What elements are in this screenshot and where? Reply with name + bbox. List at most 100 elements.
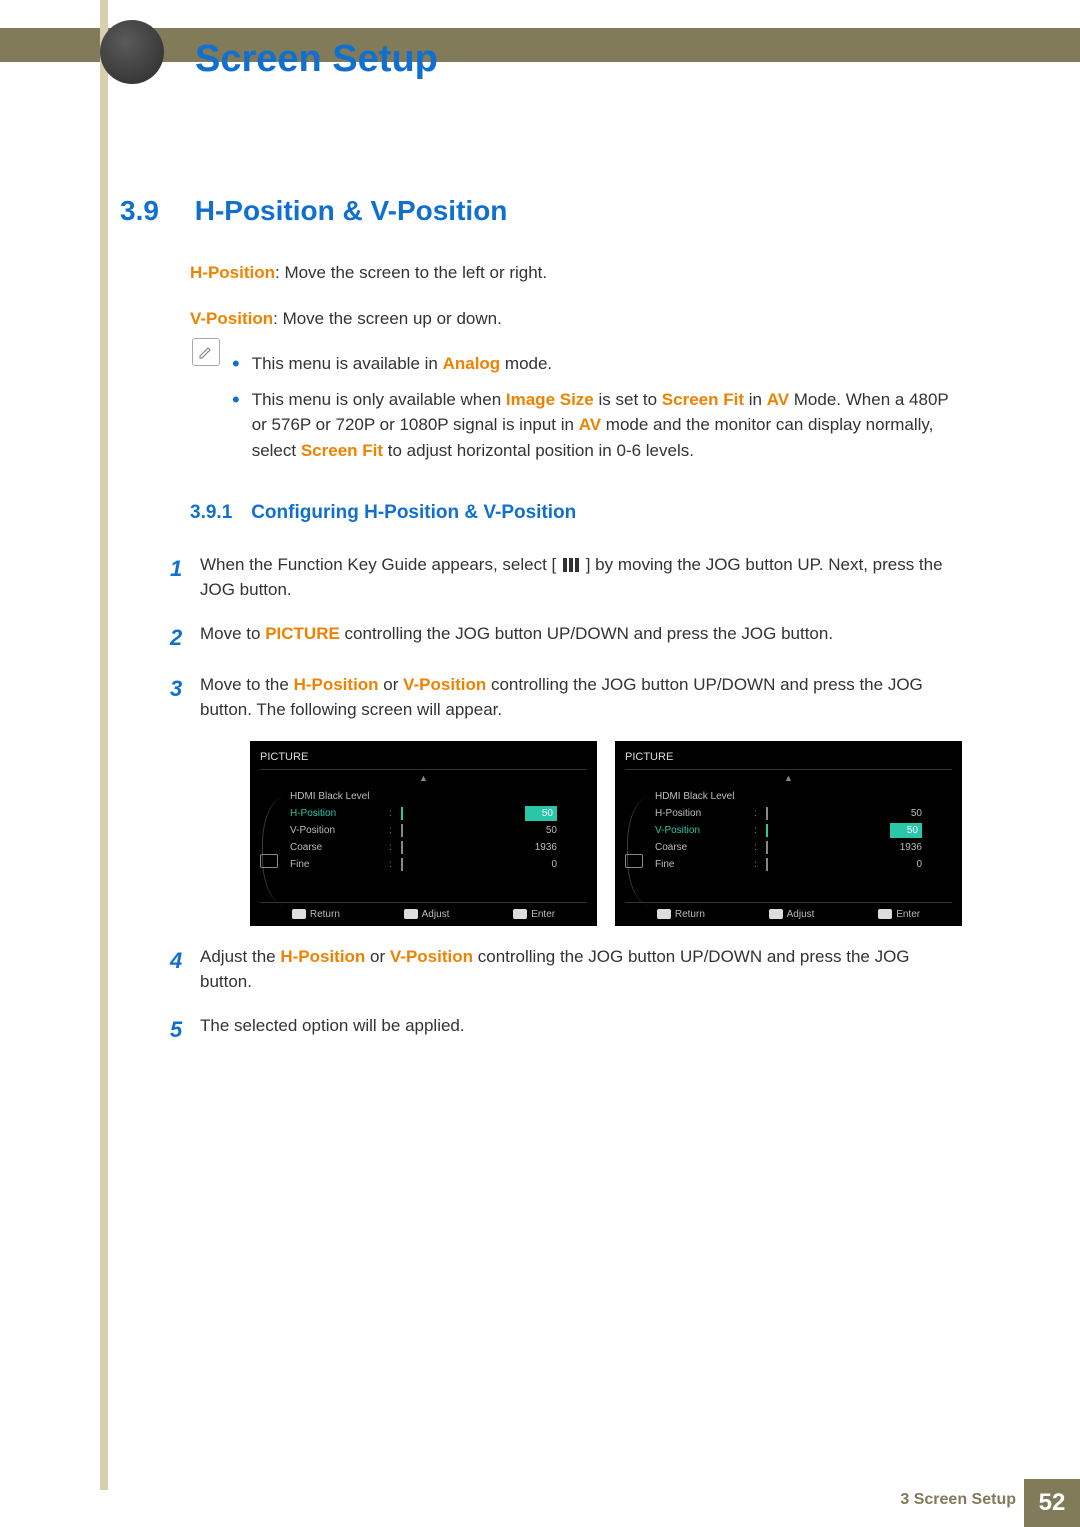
osd-row-hdmi: HDMI Black Level	[655, 788, 952, 805]
step-5-text: The selected option will be applied.	[200, 1013, 962, 1046]
osd-screen-icon	[260, 854, 278, 868]
note-item-2: • This menu is only available when Image…	[232, 387, 962, 464]
osd-footer-return: Return	[657, 907, 705, 922]
n2k: to adjust horizontal position in 0-6 lev…	[383, 441, 694, 460]
h-position-label: H-Position	[190, 263, 275, 282]
osd-hpos-value: 50	[890, 806, 922, 821]
osd-colon: :	[754, 806, 762, 821]
s3b: H-Position	[294, 675, 379, 694]
osd-fine-label: Fine	[290, 857, 385, 872]
page-title: Screen Setup	[195, 38, 438, 81]
osd-hpos-label: H-Position	[290, 806, 385, 821]
n2f: AV	[767, 390, 789, 409]
osd-colon: :	[389, 823, 397, 838]
notes-list: • This menu is available in Analog mode.…	[232, 351, 962, 463]
osd-title: PICTURE	[625, 747, 952, 771]
n2h: AV	[579, 415, 601, 434]
osd-hpos-bar	[766, 806, 886, 821]
osd-vpos-label: V-Position	[290, 823, 385, 838]
n2a: This menu is only available when	[252, 390, 506, 409]
n2j: Screen Fit	[301, 441, 383, 460]
osd-coarse-bar	[401, 840, 521, 855]
s4a: Adjust the	[200, 947, 280, 966]
return-icon	[657, 909, 671, 919]
osd-title: PICTURE	[260, 747, 587, 771]
osd-colon: :	[389, 840, 397, 855]
s4c: or	[365, 947, 390, 966]
osd-panel-hposition: PICTURE ▲ HDMI Black Level H-Position : …	[250, 741, 597, 926]
osd-coarse-label: Coarse	[290, 840, 385, 855]
osd-up-arrow-icon: ▲	[625, 770, 952, 788]
note-1-text: This menu is available in Analog mode.	[252, 351, 962, 377]
note-item-1: • This menu is available in Analog mode.	[232, 351, 962, 377]
v-position-text: : Move the screen up or down.	[273, 309, 502, 328]
bullet-icon: •	[232, 353, 240, 377]
step-4-number: 4	[170, 944, 200, 995]
osd-body: HDMI Black Level H-Position : 50 V-Posit…	[655, 788, 952, 873]
page-footer: 3 Screen Setup 52	[0, 1479, 1080, 1527]
osd-fine-value: 0	[525, 857, 557, 872]
osd-row-hdmi: HDMI Black Level	[290, 788, 587, 805]
step-5: 5 The selected option will be applied.	[170, 1013, 962, 1046]
s2c: controlling the JOG button UP/DOWN and p…	[340, 624, 833, 643]
v-position-label: V-Position	[190, 309, 273, 328]
step-3-text: Move to the H-Position or V-Position con…	[200, 672, 962, 723]
note-2-text: This menu is only available when Image S…	[252, 387, 962, 464]
osd-curve-icon	[262, 796, 286, 906]
osd-row-hpos: H-Position : 50	[290, 805, 587, 822]
step-4-text: Adjust the H-Position or V-Position cont…	[200, 944, 962, 995]
subsection-number: 3.9.1	[190, 502, 232, 523]
return-label: Return	[310, 907, 340, 922]
osd-row-fine: Fine : 0	[290, 856, 587, 873]
osd-row-coarse: Coarse : 1936	[655, 839, 952, 856]
section-heading: 3.9 H-Position & V-Position	[120, 190, 962, 232]
adjust-label: Adjust	[787, 907, 815, 922]
osd-coarse-bar	[766, 840, 886, 855]
s3c: or	[379, 675, 404, 694]
s3d: V-Position	[403, 675, 486, 694]
n2e: in	[744, 390, 767, 409]
intro-block: H-Position: Move the screen to the left …	[190, 260, 962, 331]
s3a: Move to the	[200, 675, 294, 694]
note-icon	[192, 338, 220, 366]
subsection-title: Configuring H-Position & V-Position	[251, 502, 576, 523]
osd-colon: :	[754, 857, 762, 872]
osd-footer-adjust: Adjust	[404, 907, 450, 922]
n2b: Image Size	[506, 390, 594, 409]
step-4: 4 Adjust the H-Position or V-Position co…	[170, 944, 962, 995]
osd-screenshots: PICTURE ▲ HDMI Black Level H-Position : …	[250, 741, 962, 926]
footer-page-number: 52	[1024, 1479, 1080, 1527]
osd-footer: Return Adjust Enter	[260, 902, 587, 922]
osd-footer-enter: Enter	[878, 907, 920, 922]
osd-hpos-bar	[401, 806, 521, 821]
osd-row-coarse: Coarse : 1936	[290, 839, 587, 856]
osd-vpos-value: 50	[890, 823, 922, 838]
osd-vpos-bar	[401, 823, 521, 838]
osd-fine-bar	[766, 857, 886, 872]
n2d: Screen Fit	[662, 390, 744, 409]
s1a: When the Function Key Guide appears, sel…	[200, 555, 561, 574]
osd-footer-return: Return	[292, 907, 340, 922]
osd-row-hpos: H-Position : 50	[655, 805, 952, 822]
step-1: 1 When the Function Key Guide appears, s…	[170, 552, 962, 603]
return-label: Return	[675, 907, 705, 922]
osd-vpos-bar	[766, 823, 886, 838]
osd-coarse-label: Coarse	[655, 840, 750, 855]
s2a: Move to	[200, 624, 265, 643]
side-accent-bar	[100, 0, 108, 1490]
chapter-badge-icon	[100, 20, 164, 84]
step-2: 2 Move to PICTURE controlling the JOG bu…	[170, 621, 962, 654]
osd-row-vpos: V-Position : 50	[290, 822, 587, 839]
menu-key-icon	[563, 558, 579, 572]
osd-row-vpos: V-Position : 50	[655, 822, 952, 839]
osd-panel-vposition: PICTURE ▲ HDMI Black Level H-Position : …	[615, 741, 962, 926]
osd-curve-icon	[627, 796, 651, 906]
osd-vpos-label: V-Position	[655, 823, 750, 838]
section-number: 3.9	[120, 190, 190, 232]
osd-hdmi-label: HDMI Black Level	[655, 789, 750, 804]
note1-analog: Analog	[443, 354, 501, 373]
step-1-text: When the Function Key Guide appears, sel…	[200, 552, 962, 603]
osd-body: HDMI Black Level H-Position : 50 V-Posit…	[290, 788, 587, 873]
osd-hpos-value: 50	[525, 806, 557, 821]
note1-post: mode.	[500, 354, 552, 373]
